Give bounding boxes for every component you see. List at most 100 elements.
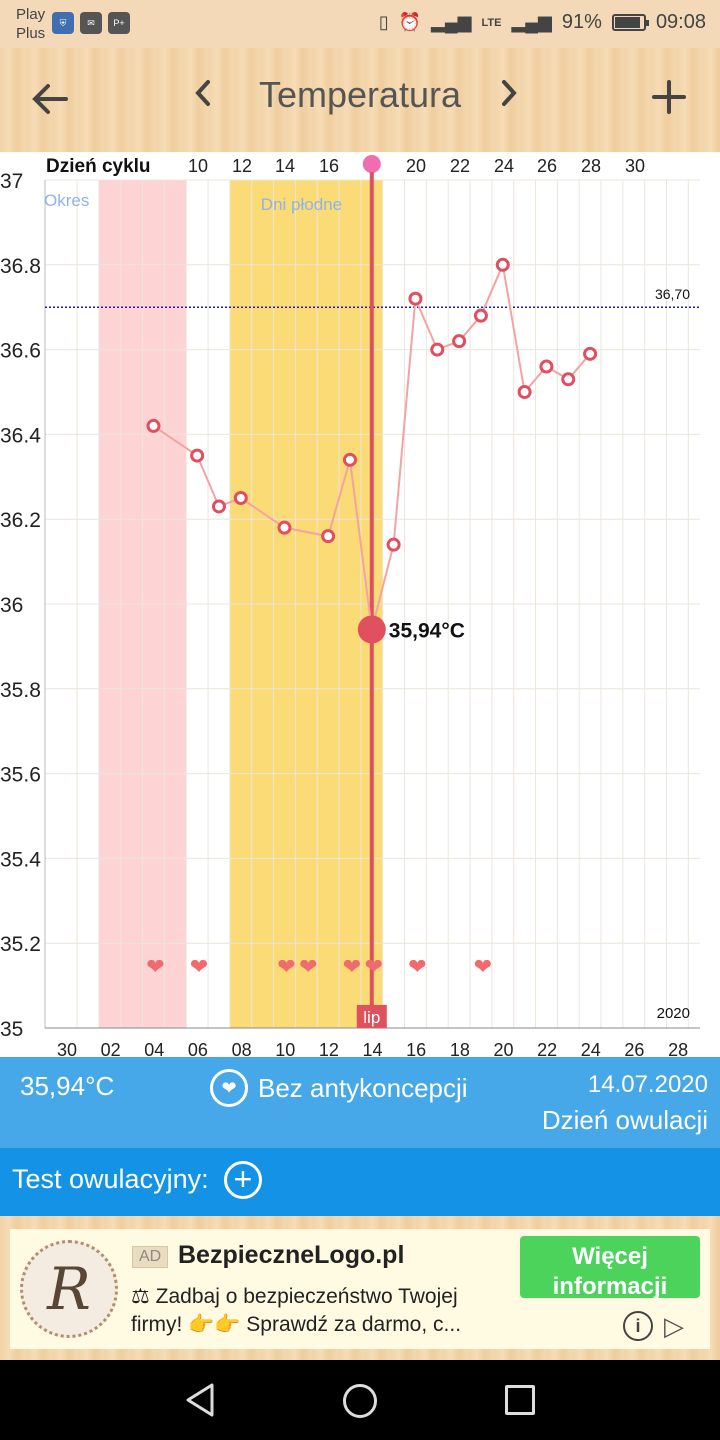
month-label: lip xyxy=(363,1008,380,1027)
bottom-tick-label: 02 xyxy=(101,1040,121,1057)
ad-container: R AD BezpieczneLogo.pl ⚖ Zadbaj o bezpie… xyxy=(0,1216,720,1360)
y-tick-label: 35.8 xyxy=(0,679,41,702)
heart-icon: ❤ xyxy=(408,955,426,980)
plus-circle-icon[interactable]: + xyxy=(224,1161,262,1199)
y-tick-label: 36.6 xyxy=(0,340,41,363)
bottom-tick-label: 14 xyxy=(363,1040,383,1057)
fertile-label: Dni płodne xyxy=(261,195,342,214)
top-tick-label: 20 xyxy=(406,156,426,176)
temperature-point[interactable] xyxy=(452,334,467,349)
ad-logo[interactable]: R xyxy=(20,1240,118,1338)
ad-banner[interactable]: R AD BezpieczneLogo.pl ⚖ Zadbaj o bezpie… xyxy=(10,1229,710,1349)
status-bar: Play Plus ⛨ ✉ P+ ▯ ⏰ ▂▄▆ LTE ▂▄▆ 91% 09:… xyxy=(0,0,720,48)
bottom-tick-label: 10 xyxy=(275,1040,295,1057)
heart-icon: ❤ xyxy=(365,955,383,980)
carrier-name: Play Plus xyxy=(16,6,46,42)
bottom-tick-label: 26 xyxy=(624,1040,644,1057)
battery-icon xyxy=(611,14,649,31)
y-tick-label: 36 xyxy=(0,594,23,617)
vibrate-icon: ▯ xyxy=(378,12,389,32)
bottom-tick-label: 04 xyxy=(144,1040,164,1057)
top-tick-label: 24 xyxy=(494,156,514,176)
ad-badge: AD xyxy=(132,1246,169,1268)
nav-home-icon[interactable] xyxy=(343,1384,377,1418)
y-tick-label: 35.6 xyxy=(0,764,41,787)
temperature-point[interactable] xyxy=(190,448,205,463)
cover-line-label: 36,70 xyxy=(655,286,690,302)
system-nav-bar xyxy=(0,1360,720,1440)
temperature-point[interactable] xyxy=(517,385,532,399)
shield-icon: ⛨ xyxy=(52,12,74,34)
temperature-point[interactable] xyxy=(430,342,445,357)
alarm-icon: ⏰ xyxy=(398,12,422,32)
nav-recent-icon[interactable] xyxy=(505,1385,535,1415)
nav-back-icon[interactable] xyxy=(184,1382,216,1423)
y-tick-label: 35.4 xyxy=(0,848,41,871)
gmail-icon: ✉ xyxy=(80,12,102,34)
selected-date: 14.07.2020 xyxy=(587,1071,708,1098)
ovulation-test-row: Test owulacyjny: + xyxy=(0,1148,720,1216)
chevron-right-icon[interactable] xyxy=(498,76,522,118)
temperature-point[interactable] xyxy=(495,257,510,272)
period-label: Okres xyxy=(44,191,89,210)
y-tick-label: 36.2 xyxy=(0,509,41,532)
bottom-tick-label: 20 xyxy=(493,1040,513,1057)
selected-temperature-point[interactable] xyxy=(357,615,386,644)
temperature-point[interactable] xyxy=(211,499,226,514)
ad-line-1: ⚖ Zadbaj o bezpieczeństwo Twojej xyxy=(131,1285,458,1308)
arrow-left-icon[interactable] xyxy=(26,74,76,124)
temperature-point[interactable] xyxy=(321,529,336,544)
heart-icon: ❤ xyxy=(146,955,164,980)
selected-temperature-label: 35,94°C xyxy=(389,619,465,642)
top-tick-label: 28 xyxy=(581,156,601,176)
bottom-tick-label: 08 xyxy=(232,1040,252,1057)
bottom-tick-label: 30 xyxy=(57,1040,77,1057)
month-badge xyxy=(356,1005,387,1028)
ad-more-button[interactable]: Więcej informacji xyxy=(520,1236,700,1298)
temperature-point[interactable] xyxy=(277,520,292,535)
plus-icon[interactable] xyxy=(644,72,694,122)
bottom-tick-label: 06 xyxy=(188,1040,208,1057)
y-tick-label: 35.2 xyxy=(0,933,41,956)
bottom-tick-label: 22 xyxy=(537,1040,557,1057)
top-tick-label: 16 xyxy=(319,156,339,176)
day-info-panel: 35,94°C ❤ Bez antykoncepcji 14.07.2020 D… xyxy=(0,1057,720,1148)
info-icon[interactable]: i xyxy=(623,1311,653,1341)
ad-title[interactable]: BezpieczneLogo.pl xyxy=(178,1241,405,1269)
bottom-tick-label: 16 xyxy=(406,1040,426,1057)
temperature-point[interactable] xyxy=(386,537,401,552)
signal-icon: ▂▄▆ xyxy=(431,12,472,32)
day-type: Dzień owulacji xyxy=(541,1105,708,1135)
ad-description[interactable]: ⚖ Zadbaj o bezpieczeństwo Twojej firmy! … xyxy=(131,1283,521,1339)
ovulation-test-label: Test owulacyjny: xyxy=(12,1164,209,1194)
top-tick-label: 10 xyxy=(188,156,208,176)
temperature-point[interactable] xyxy=(539,359,554,374)
selected-day-dot xyxy=(362,155,381,173)
bottom-tick-label: 24 xyxy=(581,1040,601,1057)
temperature-point[interactable] xyxy=(146,418,161,433)
bottom-tick-label: 18 xyxy=(450,1040,470,1057)
temperature-chart[interactable]: 37 36.8 36.6 36.4 36.2 36 35.8 35.6 35.4 35.2 35 Dz… xyxy=(0,152,720,1057)
battery-percent: 91% xyxy=(561,11,602,33)
top-tick-label: 22 xyxy=(450,156,470,176)
year-label: 2020 xyxy=(657,1005,690,1022)
heart-icon: ❤ xyxy=(277,955,295,980)
top-tick-label: 30 xyxy=(625,156,645,176)
selected-temperature[interactable]: 35,94°C xyxy=(20,1071,115,1101)
top-tick-label: 12 xyxy=(232,156,252,176)
temperature-point[interactable] xyxy=(342,452,357,467)
temperature-point[interactable] xyxy=(233,491,248,505)
chart-svg[interactable]: 37 36.8 36.6 36.4 36.2 36 35.8 35.6 35.4 35.2 35 Dz… xyxy=(0,152,720,1057)
contraception-selector[interactable]: ❤ Bez antykoncepcji xyxy=(210,1069,468,1107)
top-tick-label: 26 xyxy=(537,156,557,176)
temperature-point[interactable] xyxy=(561,372,576,387)
top-axis-label: Dzień cyklu xyxy=(46,156,151,177)
heart-icon: ❤ xyxy=(343,955,361,980)
temperature-point[interactable] xyxy=(473,308,488,323)
adchoices-icon[interactable]: ▷ xyxy=(664,1311,684,1341)
chevron-left-icon[interactable] xyxy=(190,76,214,118)
temperature-point[interactable] xyxy=(583,346,598,361)
play-plus-icon: P+ xyxy=(108,12,130,34)
heart-icon: ❤ xyxy=(299,955,317,980)
temperature-point[interactable] xyxy=(408,291,423,306)
